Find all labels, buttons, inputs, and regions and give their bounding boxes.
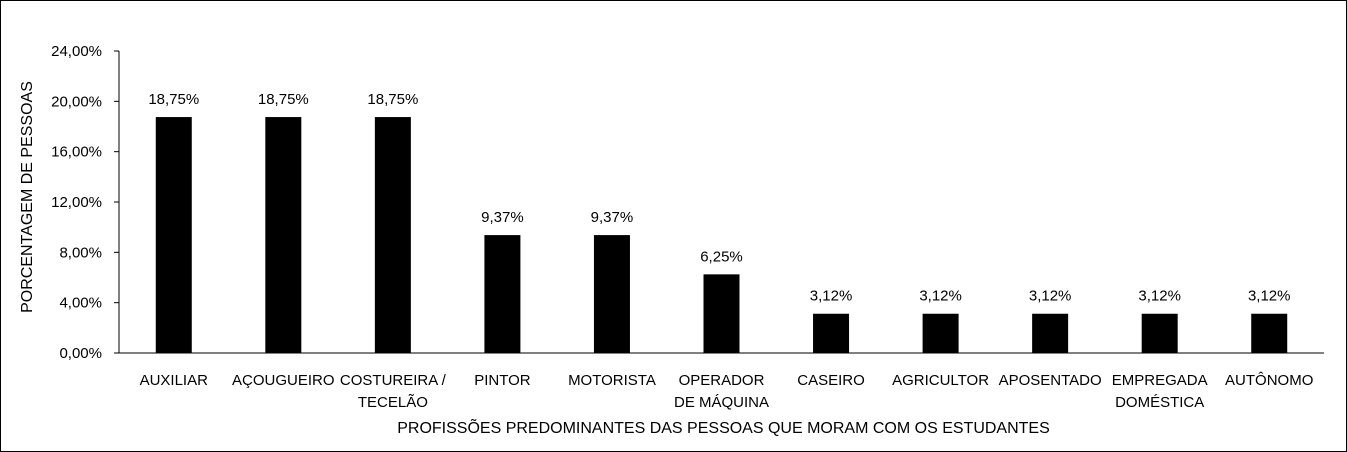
bar bbox=[922, 313, 959, 353]
bar bbox=[1032, 313, 1069, 353]
category-label: AÇOUGUEIRO bbox=[232, 372, 335, 389]
category-label: OPERADOR bbox=[679, 372, 765, 389]
category-label: EMPREGADA bbox=[1112, 372, 1208, 389]
category-label: DOMÉSTICA bbox=[1115, 394, 1204, 411]
data-label: 3,12% bbox=[1029, 288, 1072, 305]
y-tick-label: 4,00% bbox=[59, 295, 102, 312]
data-label: 18,75% bbox=[148, 91, 199, 108]
y-axis: 0,00% 4,00% 8,00% 12,00% 16,00% 20,00% 24,00% bbox=[51, 43, 120, 362]
bar bbox=[1141, 313, 1178, 353]
category-label: AUTÔNOMO bbox=[1225, 372, 1313, 389]
bar bbox=[1251, 313, 1288, 353]
y-tick-label: 20,00% bbox=[51, 93, 102, 110]
y-tick-label: 8,00% bbox=[59, 244, 102, 261]
category-label: MOTORISTA bbox=[568, 372, 656, 389]
bar bbox=[703, 274, 740, 353]
y-axis-title: PORCENTAGEM DE PESSOAS bbox=[19, 81, 36, 313]
y-tick-label: 0,00% bbox=[59, 345, 102, 362]
category-labels: AUXILIAR AÇOUGUEIRO COSTUREIRA / TECELÃO PIN… bbox=[140, 372, 1314, 411]
y-tick-label: 24,00% bbox=[51, 43, 102, 60]
data-label: 6,25% bbox=[700, 248, 743, 265]
category-label: COSTUREIRA / bbox=[340, 372, 447, 389]
data-label: 18,75% bbox=[367, 91, 418, 108]
x-axis-title: PROFISSÕES PREDOMINANTES DAS PESSOAS QUE… bbox=[397, 417, 1050, 437]
bar bbox=[265, 117, 302, 353]
category-label: APOSENTADO bbox=[999, 372, 1102, 389]
bar bbox=[593, 235, 630, 353]
data-labels: 18,75% 18,75% 18,75% 9,37% 9,37% 6,25% 3,12% 3,… bbox=[148, 91, 1290, 305]
bars bbox=[155, 117, 1288, 353]
category-label: PINTOR bbox=[474, 372, 531, 389]
data-label: 18,75% bbox=[258, 91, 309, 108]
y-tick-label: 12,00% bbox=[51, 194, 102, 211]
category-label: TECELÃO bbox=[358, 394, 428, 411]
bar bbox=[484, 235, 521, 353]
data-label: 9,37% bbox=[481, 209, 524, 226]
bar bbox=[155, 117, 192, 353]
bar bbox=[374, 117, 411, 353]
category-label: AGRICULTOR bbox=[892, 372, 989, 389]
y-tick-label: 16,00% bbox=[51, 144, 102, 161]
data-label: 3,12% bbox=[810, 288, 853, 305]
data-label: 3,12% bbox=[1248, 288, 1291, 305]
category-label: CASEIRO bbox=[797, 372, 865, 389]
bar bbox=[813, 313, 850, 353]
data-label: 3,12% bbox=[1138, 288, 1181, 305]
category-label: DE MÁQUINA bbox=[674, 394, 769, 411]
category-label: AUXILIAR bbox=[140, 372, 209, 389]
data-label: 9,37% bbox=[591, 209, 634, 226]
data-label: 3,12% bbox=[919, 288, 962, 305]
